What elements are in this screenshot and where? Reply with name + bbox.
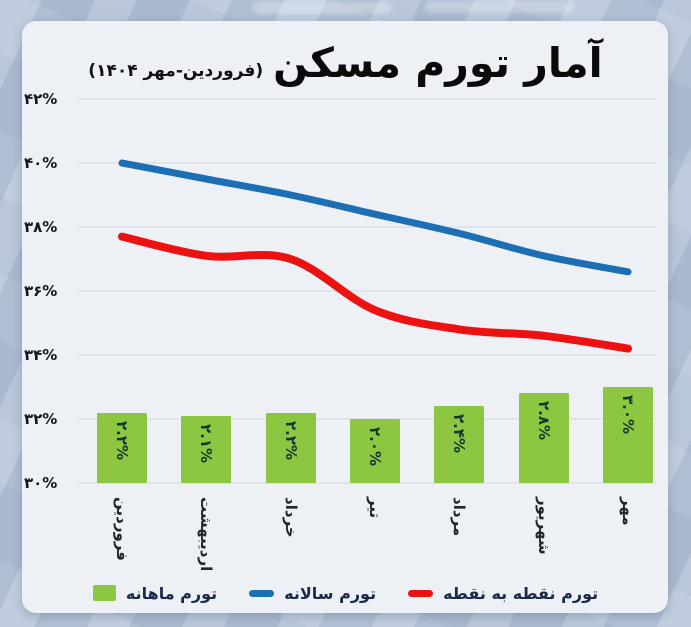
legend-label: تورم نقطه به نقطه [443, 583, 599, 603]
line-annual-inflation [118, 159, 632, 276]
bar-value-label: ۲.۲% [281, 420, 300, 460]
bar-monthly-inflation [265, 412, 316, 483]
chart-header: آمار تورم مسکن (فروردین-مهر ۱۴۰۴) [30, 26, 661, 88]
y-axis-tick-label: ۳۰% [24, 474, 58, 492]
bar-value-label: ۲.۰% [365, 427, 384, 467]
x-axis-month-label: خرداد [281, 497, 300, 538]
legend-item: تورم سالانه [249, 584, 376, 603]
y-axis-tick-label: ۳۴% [24, 346, 58, 364]
bar-monthly-inflation [602, 387, 653, 483]
y-axis-tick-label: ۳۸% [24, 218, 58, 236]
y-axis-tick-label: ۳۲% [24, 410, 58, 428]
bar-monthly-inflation [434, 406, 485, 483]
bar-monthly-inflation [181, 415, 232, 483]
x-axis-month-label: مهر [618, 497, 637, 526]
x-axis-month-label: شهریور [534, 497, 553, 555]
legend-label: تورم ماهانه [125, 583, 218, 603]
y-axis-tick-label: ۴۰% [24, 154, 58, 172]
x-axis-month-label: مرداد [450, 497, 469, 537]
bar-value-label: ۳.۰% [618, 395, 637, 435]
chart-subtitle: (فروردین-مهر ۱۴۰۴) [88, 61, 264, 81]
legend-bar-swatch-icon [92, 585, 116, 601]
background-watermark [424, 0, 574, 13]
legend-label: تورم سالانه [284, 583, 377, 603]
x-axis-month-label: فروردین [113, 497, 131, 561]
chart-title: آمار تورم مسکن [273, 38, 603, 87]
legend-item: تورم ماهانه [92, 583, 218, 603]
legend-line-swatch-icon [408, 589, 434, 597]
bar-value-label: ۲.۴% [450, 414, 469, 454]
legend-item: تورم نقطه به نقطه [408, 584, 598, 603]
bar-monthly-inflation [349, 419, 400, 483]
chart-card [22, 21, 668, 613]
x-axis-month-label: اردیبهشت [197, 497, 216, 572]
bar-value-label: ۲.۸% [534, 401, 553, 441]
background-watermark [252, 1, 392, 14]
y-axis-tick-label: ۴۲% [24, 90, 58, 108]
bar-value-label: ۲.۱% [197, 423, 216, 463]
bar-monthly-inflation [518, 393, 569, 483]
chart-legend: تورم ماهانه تورم سالانه تورم نقطه به نقطه [23, 580, 668, 606]
bar-value-label: ۲.۲% [113, 420, 131, 460]
x-axis-month-label: تیر [365, 497, 384, 519]
line-point-to-point-inflation [118, 232, 632, 353]
legend-line-swatch-icon [249, 589, 275, 597]
y-axis-tick-label: ۳۶% [24, 282, 58, 300]
bar-monthly-inflation [97, 412, 147, 483]
